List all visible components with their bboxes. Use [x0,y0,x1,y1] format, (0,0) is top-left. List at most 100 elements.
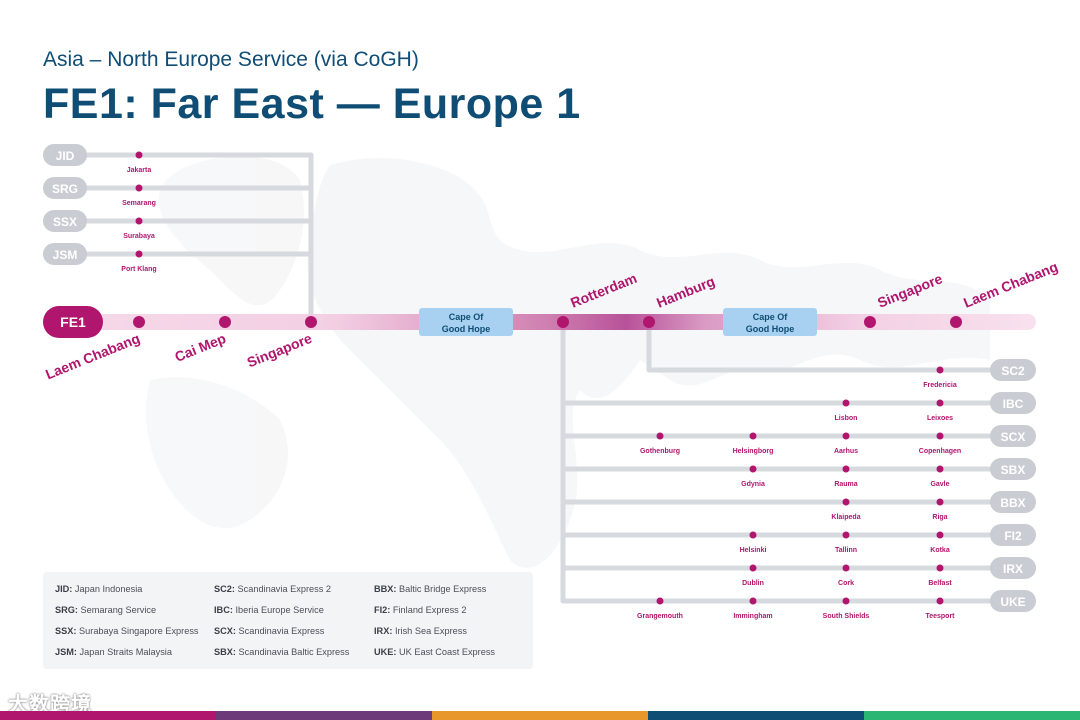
port-label: Helsingborg [733,448,774,455]
legend-item: SSX: Surabaya Singapore Express [55,626,199,636]
service-pill [990,557,1036,579]
port-dot [936,366,944,374]
legend-column-2: SC2: Scandinavia Express 2 IBC: Iberia E… [214,584,349,668]
service-pill [990,590,1036,612]
legend-item: SCX: Scandinavia Express [214,626,325,636]
service-code: JSM [53,248,78,262]
port-label: Klaipeda [831,514,860,521]
port-label: Grangemouth [637,613,683,620]
port-dot [135,217,143,225]
main-port-dot [643,316,655,328]
service-code: JID [56,149,75,163]
legend-item: JID: Japan Indonesia [55,584,143,594]
port-dot [936,564,944,572]
transit-label: Good Hope [442,324,491,334]
port-dot [135,250,143,258]
transit-label: Cape Of [449,312,485,322]
world-map-background [146,156,991,568]
service-pill [43,177,87,199]
service-code: IRX [1003,562,1023,576]
service-code: SC2 [1001,364,1025,378]
main-port-dot [557,316,569,328]
main-port-dot [219,316,231,328]
service-code: SCX [1001,430,1026,444]
port-label: Gothenburg [640,448,680,455]
service-code: BBX [1000,496,1025,510]
port-dot [656,597,664,605]
service-pill [990,392,1036,414]
port-label: Gdynia [741,481,765,488]
port-label: Semarang [122,200,156,207]
port-label: Kotka [930,547,950,554]
transit-box [723,308,817,336]
port-label: Riga [932,514,947,521]
service-code: SSX [53,215,77,229]
service-pill-main [43,306,103,338]
legend-item: SRG: Semarang Service [55,605,157,615]
service-code: SRG [52,182,78,196]
port-dot [656,432,664,440]
port-dot [936,399,944,407]
legend-item: SBX: Scandinavia Baltic Express [214,647,350,657]
port-dot [936,531,944,539]
port-label: Fredericia [923,382,957,389]
bottom-bar-segment [0,711,216,720]
port-label: Leixoes [927,415,953,422]
port-dot [936,465,944,473]
port-dot [936,597,944,605]
port-dot [936,432,944,440]
port-label: Surabaya [123,233,155,240]
main-port-dot [133,316,145,328]
port-label: Jakarta [127,167,152,174]
bottom-bar-segment [864,711,1080,720]
legend-item: JSM: Japan Straits Malaysia [55,647,172,657]
main-route-line [60,314,1036,330]
bottom-bar-segment [432,711,648,720]
page-title: FE1: Far East — Europe 1 [43,80,581,128]
service-pill [990,458,1036,480]
port-dot [842,498,850,506]
port-dot [135,184,143,192]
watermark: 大数跨境 [8,694,92,716]
legend-item: IRX: Irish Sea Express [374,626,467,636]
service-code: SBX [1001,463,1026,477]
port-dot [842,465,850,473]
port-label: Cork [838,580,854,587]
service-code: FI2 [1004,529,1022,543]
port-label: Immingham [733,613,772,620]
port-dot [135,151,143,159]
service-code: UKE [1000,595,1025,609]
port-dot [749,564,757,572]
port-dot [749,531,757,539]
service-pill [43,243,87,265]
legend-item: FI2: Finland Express 2 [374,605,467,615]
port-label: Belfast [928,580,952,587]
service-code: IBC [1003,397,1024,411]
legend-item: BBX: Baltic Bridge Express [374,584,487,594]
port-label: Gavle [930,481,949,488]
bottom-bar-segment [648,711,864,720]
service-pill [990,425,1036,447]
legend-item: UKE: UK East Coast Express [374,647,496,657]
service-pill [990,491,1036,513]
port-label: Copenhagen [919,448,961,455]
port-label: Teesport [925,613,955,620]
port-label: South Shields [823,613,870,620]
main-port-label: Laem Chabang [961,258,1060,310]
port-dot [749,465,757,473]
legend-column-1: JID: Japan Indonesia SRG: Semarang Servi… [55,584,199,668]
legend-box: JID: Japan Indonesia SRG: Semarang Servi… [43,572,533,669]
bottom-color-bar [0,711,1080,720]
port-dot [749,597,757,605]
main-port-dot [864,316,876,328]
port-dot [749,432,757,440]
port-label: Rauma [834,481,857,488]
port-dot [842,432,850,440]
port-label: Lisbon [835,415,858,422]
port-dot [842,564,850,572]
service-pill [43,144,87,166]
port-label: Helsinki [740,547,767,554]
port-label: Dublin [742,580,764,587]
port-label: Aarhus [834,448,858,455]
